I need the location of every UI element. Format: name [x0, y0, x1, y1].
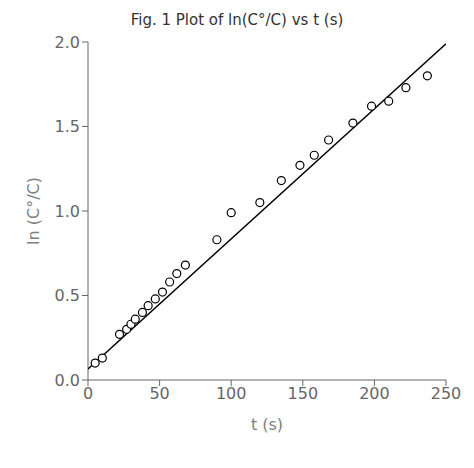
svg-text:1.5: 1.5: [55, 117, 80, 136]
svg-text:t (s): t (s): [251, 415, 283, 434]
svg-text:2.0: 2.0: [55, 33, 80, 52]
svg-text:100: 100: [216, 384, 247, 403]
svg-text:1.0: 1.0: [55, 202, 80, 221]
svg-text:200: 200: [359, 384, 390, 403]
svg-text:ln (C°/C): ln (C°/C): [24, 177, 43, 245]
svg-text:150: 150: [288, 384, 319, 403]
svg-text:0: 0: [83, 384, 93, 403]
svg-text:0.0: 0.0: [55, 371, 80, 390]
svg-text:250: 250: [431, 384, 462, 403]
html-text:Fig. 1 Plot of ln(C°/C) vs t (: Fig. 1 Plot of ln(C°/C) vs t (s): [130, 11, 344, 29]
svg-text:50: 50: [149, 384, 169, 403]
svg-text:0.5: 0.5: [55, 286, 80, 305]
